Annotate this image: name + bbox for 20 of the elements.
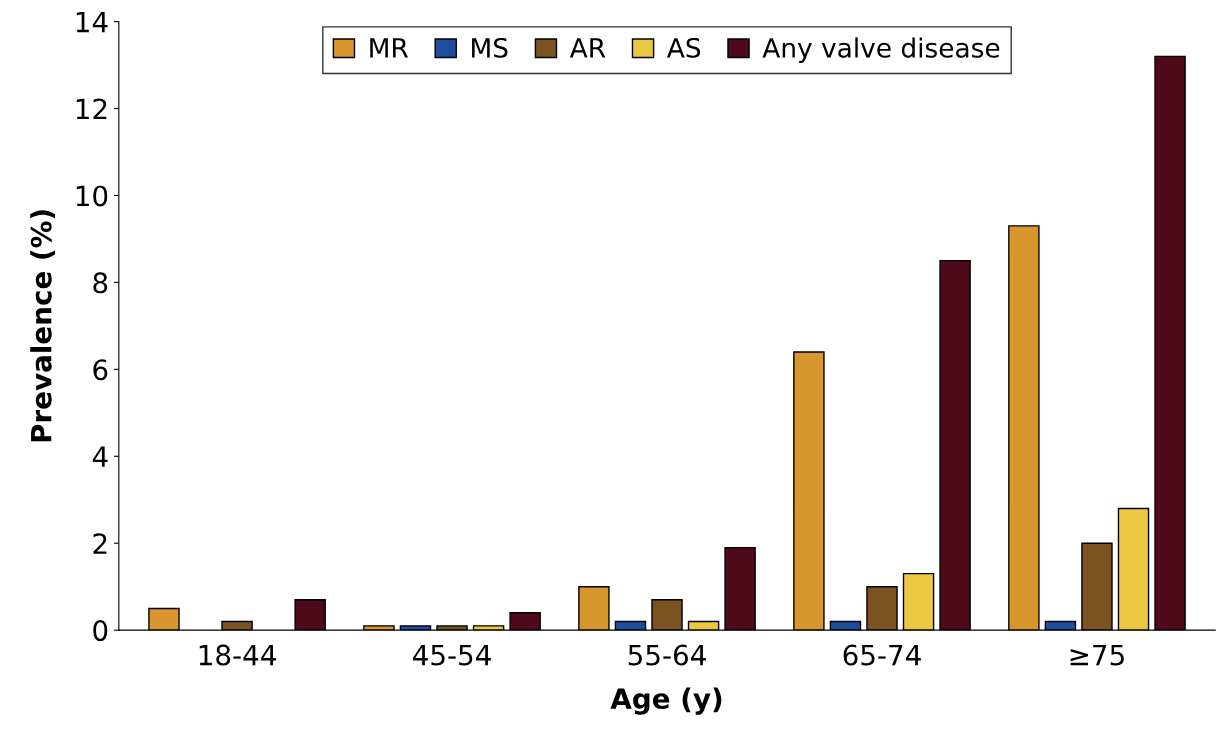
y-tick-label: 0 xyxy=(93,620,108,642)
legend-label: MS xyxy=(472,37,508,58)
x-axis-title: Age (y) xyxy=(610,687,722,715)
y-tick-label: 14 xyxy=(76,11,108,33)
x-tick-label: 45-54 xyxy=(413,644,491,666)
y-tick-label: 6 xyxy=(93,359,108,381)
x-tick-label: 55-64 xyxy=(628,644,706,666)
legend-label: AS xyxy=(666,37,701,58)
y-tick-label: 4 xyxy=(92,446,108,467)
legend-label: MR xyxy=(370,38,409,58)
x-tick-label: 18-44 xyxy=(199,644,276,666)
y-tick-label: 2 xyxy=(93,533,107,554)
y-tick-label: 12 xyxy=(76,98,107,120)
x-tick-label: ≥75 xyxy=(1070,644,1124,666)
legend-label: AR xyxy=(569,38,606,58)
y-tick-label: 10 xyxy=(76,185,108,207)
legend-label: Any valve disease xyxy=(762,37,1000,63)
x-tick-label: 65-74 xyxy=(843,644,921,666)
y-axis-title: Prevalence (%) xyxy=(30,210,55,442)
y-tick-label: 8 xyxy=(93,272,108,294)
